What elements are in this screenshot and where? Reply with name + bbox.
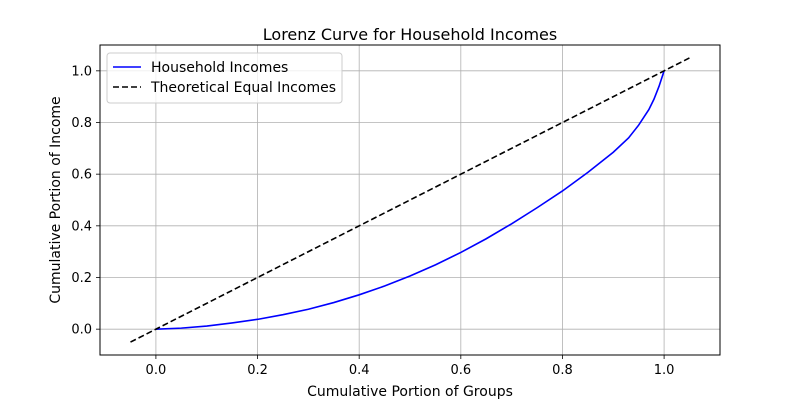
y-tick-label: 0.2 [71,271,92,286]
x-tick-label: 0.6 [450,363,471,378]
y-axis-ticks: 0.0 0.2 0.4 0.6 0.8 1.0 [71,64,100,338]
y-axis-label: Cumulative Portion of Income [48,96,64,303]
grid [100,45,720,355]
legend-box [106,52,343,104]
series-line-theoretical-equal-incomes [130,57,690,343]
x-tick-label: 0.0 [146,363,167,378]
y-tick-label: 0.8 [71,116,92,131]
y-tick-label: 0.4 [71,219,92,234]
x-tick-label: 0.2 [247,363,268,378]
x-tick-label: 0.4 [349,363,370,378]
series-layer [130,57,690,343]
legend: Household Incomes Theoretical Equal Inco… [106,52,343,104]
legend-label-theoretical-equal-incomes: Theoretical Equal Incomes [150,80,336,96]
legend-label-household-incomes: Household Incomes [151,60,288,76]
x-axis-label: Cumulative Portion of Groups [307,384,513,400]
x-axis-ticks: 0.0 0.2 0.4 0.6 0.8 1.0 [146,355,675,378]
y-tick-label: 0.0 [71,323,92,338]
x-tick-label: 1.0 [654,363,675,378]
chart-title: Lorenz Curve for Household Incomes [263,25,557,44]
plot-frame [99,44,721,356]
series-line-household-incomes [155,70,665,330]
y-tick-label: 1.0 [71,64,92,79]
y-tick-label: 0.6 [71,168,92,183]
x-tick-label: 0.8 [552,363,573,378]
